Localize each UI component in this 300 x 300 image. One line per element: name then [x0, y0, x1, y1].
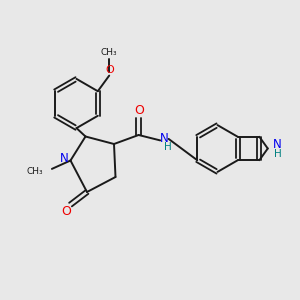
Text: O: O [134, 104, 144, 118]
Text: O: O [61, 205, 71, 218]
Text: H: H [274, 149, 282, 159]
Text: O: O [105, 64, 114, 75]
Text: CH₃: CH₃ [101, 48, 118, 57]
Text: CH₃: CH₃ [27, 167, 44, 176]
Text: N: N [160, 131, 169, 145]
Text: N: N [59, 152, 68, 166]
Text: N: N [272, 138, 281, 152]
Text: H: H [164, 142, 172, 152]
